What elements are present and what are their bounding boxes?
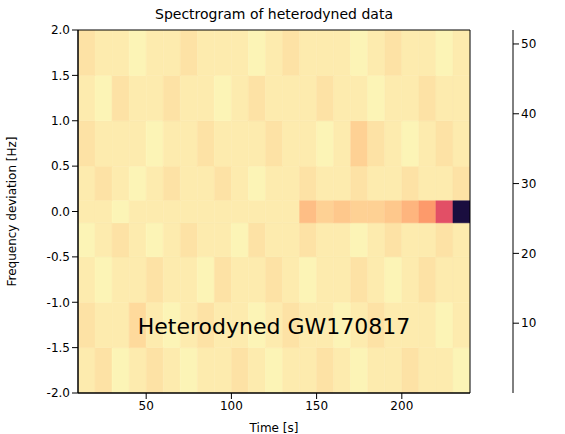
svg-text:50: 50 [521, 37, 536, 51]
svg-text:0.5: 0.5 [51, 159, 70, 173]
svg-text:10: 10 [521, 316, 536, 330]
svg-text:50: 50 [139, 399, 154, 413]
html-text:Heterodyned GW170817: Heterodyned GW170817 [137, 314, 411, 339]
svg-text:20: 20 [521, 247, 536, 261]
svg-text:-1.5: -1.5 [47, 341, 70, 355]
svg-text:1.5: 1.5 [51, 69, 70, 83]
svg-text:0.0: 0.0 [51, 205, 70, 219]
svg-text:100: 100 [220, 399, 243, 413]
svg-text:-1.0: -1.0 [47, 296, 70, 310]
svg-text:200: 200 [390, 399, 413, 413]
svg-text:-0.5: -0.5 [47, 250, 70, 264]
html-text:Spectrogram of heterodyned dat: Spectrogram of heterodyned data [155, 6, 393, 22]
svg-text:150: 150 [305, 399, 328, 413]
svg-text:Frequency deviation [Hz]: Frequency deviation [Hz] [5, 136, 19, 286]
svg-text:-2.0: -2.0 [47, 386, 70, 400]
svg-text:30: 30 [521, 177, 536, 191]
svg-text:Time [s]: Time [s] [249, 421, 299, 434]
svg-text:2.0: 2.0 [51, 23, 70, 37]
svg-text:1.0: 1.0 [51, 114, 70, 128]
svg-text:40: 40 [521, 107, 536, 121]
